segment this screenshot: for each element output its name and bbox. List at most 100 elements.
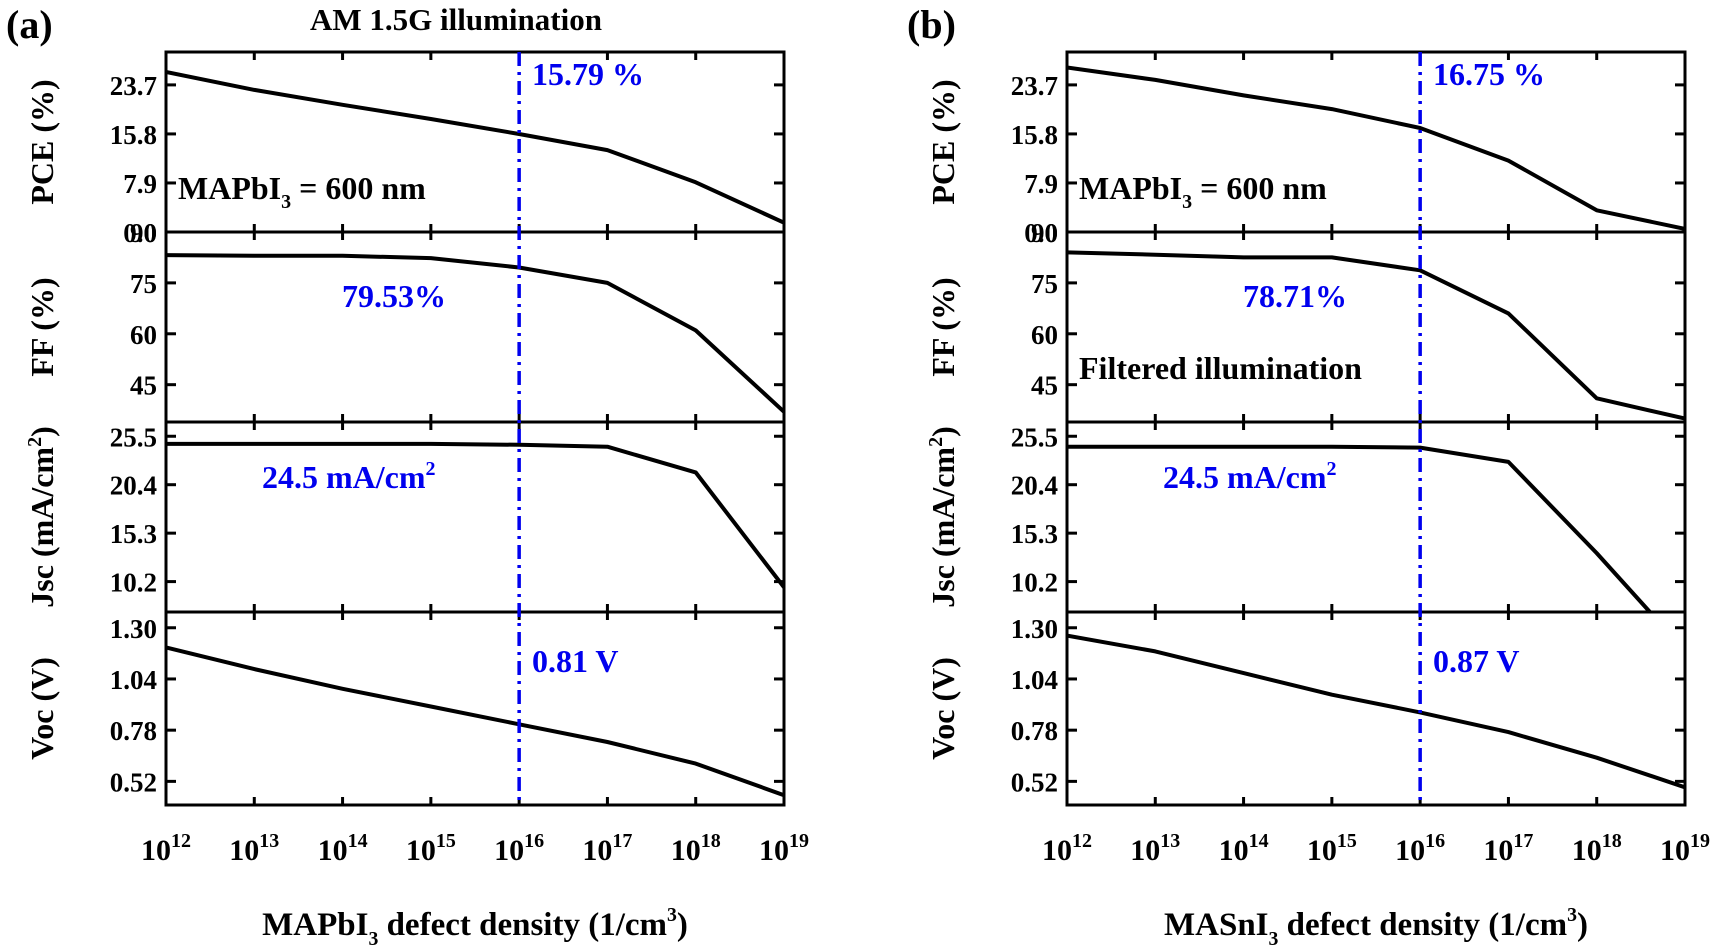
panel-a-jsc-ytick-label: 15.3 [110, 519, 157, 549]
panel-a-voc-ylabel: Voc (V) [24, 657, 60, 760]
panel-b-jsc-frame [1065, 420, 1687, 614]
panel-b-voc-subplot: 0.52 0.78 1.04 1.30 Voc (V) 0.87 V [925, 610, 1687, 807]
panel-a-xtick-exp: 14 [348, 830, 368, 852]
panel-a-xtick-label: 1019 [759, 830, 809, 867]
panel-a-xtick-base: 10 [671, 834, 701, 867]
panel-a-voc-subplot: 0.52 0.78 1.04 1.30 Voc (V) 0.81 V [24, 610, 786, 807]
panel-b-ff-annotation: 78.71% [1243, 278, 1347, 314]
panel-b-pce-note: MAPbI3 = 600 nm [1079, 170, 1327, 213]
panel-b-xlabel-sup: 3 [1567, 904, 1577, 926]
panel-a-xtick-exp: 17 [612, 830, 632, 852]
panel-a-jsc-ytick-label: 25.5 [110, 422, 157, 452]
panel-a-jsc-ylabel-tail: ) [24, 426, 60, 437]
panel-a-xtick-base: 10 [582, 834, 612, 867]
panel-b-pce-note-tail: = 600 nm [1192, 170, 1327, 206]
panel-b-pce-note-main: MAPbI [1079, 170, 1182, 206]
panel-b-pce-note-sub: 3 [1182, 191, 1192, 213]
panel-b-xlabel: MASnI3 defect density (1/cm3) [1164, 904, 1588, 950]
panel-a-pce-series-line [166, 69, 784, 225]
panel-a-label: (a) [6, 2, 53, 47]
panel-a-ff-ylabel-text: FF (%) [24, 277, 60, 376]
panel-a-xtick-base: 10 [494, 834, 524, 867]
panel-b-xtick-label: 1016 [1395, 830, 1445, 867]
panel-a-xtick-base: 10 [759, 834, 789, 867]
panel-b-jsc-ylabel: Jsc (mA/cm2) [925, 426, 961, 607]
panel-b-ff-ytick-label: 45 [1031, 371, 1058, 401]
panel-b-voc-ytick-label: 1.30 [1011, 614, 1058, 644]
panel-a-xtick-exp: 16 [524, 830, 544, 852]
panel-a-xlabel-main: MAPbI [262, 907, 368, 943]
panel-b-jsc-ytick-label: 10.2 [1011, 568, 1058, 598]
panel-b-voc-ytick-label: 0.52 [1011, 767, 1058, 797]
panel-b-pce-ylabel-text: PCE (%) [925, 79, 961, 204]
panel-b-xtick-base: 10 [1219, 834, 1249, 867]
panel-b-xtick-label: 1013 [1130, 830, 1180, 867]
panel-b-xtick-exp: 16 [1425, 830, 1445, 852]
panel-a-xtick-base: 10 [229, 834, 259, 867]
panel-a-pce-ylabel: PCE (%) [24, 79, 60, 204]
panel-a-voc-ytick-label: 1.30 [110, 614, 157, 644]
panel-a-pce-ytick-label: 0.0 [123, 218, 157, 248]
panel-a-xtick-label: 1017 [582, 830, 632, 867]
panel-a-voc-annotation: 0.81 V [532, 643, 619, 679]
panel-b-xtick-base: 10 [1307, 834, 1337, 867]
panel-a: (a) AM 1.5G illumination 0.0 7.9 15.8 23.7 PCE… [6, 2, 809, 950]
panel-b-pce-annotation: 16.75 % [1433, 56, 1545, 92]
panel-b-jsc-annotation-sup: 2 [1327, 458, 1337, 480]
panel-a-xtick-exp: 12 [171, 830, 191, 852]
panel-a-ff-ytick-label: 45 [130, 371, 157, 401]
panel-a-xlabel-tail: defect density (1/cm [378, 907, 667, 943]
panel-b-jsc-series-line [1067, 444, 1652, 612]
panel-a-voc-frame [164, 610, 786, 807]
panel-a-xlabel-end: ) [677, 907, 688, 943]
panel-b-xtick-base: 10 [1660, 834, 1690, 867]
panel-a-xtick-base: 10 [406, 834, 436, 867]
panel-a-ff-series-line [166, 253, 784, 414]
panel-b-xtick-exp: 12 [1072, 830, 1092, 852]
panel-a-ff-annotation: 79.53% [342, 278, 446, 314]
panel-b-jsc-ytick-label: 20.4 [1011, 471, 1058, 501]
panel-b-jsc-ytick-label: 15.3 [1011, 519, 1058, 549]
panel-a-xtick-label: 1014 [318, 830, 368, 867]
panel-b-xtick-exp: 17 [1513, 830, 1533, 852]
panel-b-ff-ytick-label: 75 [1031, 269, 1058, 299]
panel-b-pce-ytick-label: 15.8 [1011, 120, 1058, 150]
panel-b-pce-subplot: 0.0 7.9 15.8 23.7 PCE (%) 16.75 % MAPbI3 = 600… [925, 50, 1687, 248]
panel-b-label: (b) [907, 2, 956, 47]
panel-b-ff-subplot: 45 60 75 90 FF (%) 78.71% Filtered illuminatio… [925, 218, 1687, 424]
panel-b-ff-note: Filtered illumination [1079, 350, 1362, 386]
panel-b-jsc-annotation: 24.5 mA/cm2 [1163, 458, 1337, 495]
panel-a-ff-ytick-label: 75 [130, 269, 157, 299]
panel-a-ff-ylabel: FF (%) [24, 277, 60, 376]
panel-b-xtick-base: 10 [1572, 834, 1602, 867]
panel-b-xtick-base: 10 [1483, 834, 1513, 867]
panel-a-xtick-label: 1013 [229, 830, 279, 867]
panel-b-xtick-label: 1019 [1660, 830, 1710, 867]
panel-a-xlabel-sup: 3 [667, 904, 677, 926]
panel-b-jsc-annotation-main: 24.5 mA/cm [1163, 459, 1327, 495]
panel-b-voc-ylabel-text: Voc (V) [925, 657, 961, 760]
panel-a-xtick-base: 10 [141, 834, 171, 867]
panel-b-xtick-label: 1018 [1572, 830, 1622, 867]
panel-b-pce-ylabel: PCE (%) [925, 79, 961, 204]
panel-a-jsc-ytick-label: 10.2 [110, 568, 157, 598]
panel-b-xtick-base: 10 [1395, 834, 1425, 867]
panel-a-ff-ytick-label: 90 [130, 218, 157, 248]
panel-a-title: AM 1.5G illumination [310, 2, 602, 37]
panel-a-jsc-annotation-sup: 2 [426, 458, 436, 480]
panel-a-voc-ytick-label: 0.78 [110, 716, 157, 746]
panel-b-xlabel-end: ) [1577, 907, 1588, 943]
panel-a-pce-ytick-label: 23.7 [110, 71, 157, 101]
panel-a-pce-note-sub: 3 [281, 191, 291, 213]
panel-b-xtick-label: 1015 [1307, 830, 1357, 867]
panel-a-ff-ytick-label: 60 [130, 320, 157, 350]
panel-b-xtick-exp: 19 [1690, 830, 1710, 852]
panel-b-xtick-exp: 13 [1160, 830, 1180, 852]
panel-b-voc-frame [1065, 610, 1687, 807]
panel-b-ff-ytick-label: 90 [1031, 218, 1058, 248]
panel-a-jsc-annotation-main: 24.5 mA/cm [262, 459, 426, 495]
